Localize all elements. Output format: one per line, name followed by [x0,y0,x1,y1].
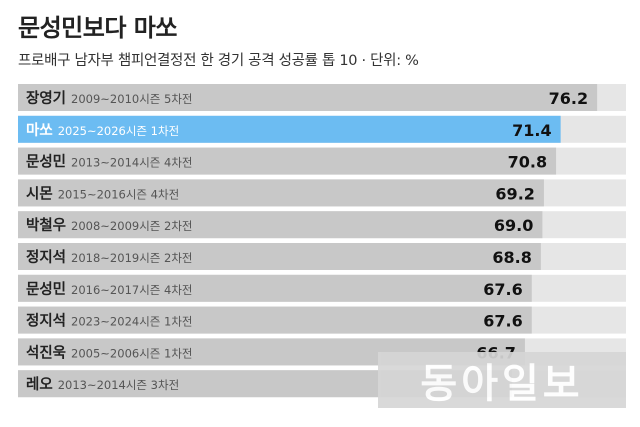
player-name: 시몬 [26,185,53,202]
player-name: 정지석 [26,312,66,330]
category-label: 정지석 2018~2019시즌 2차전 [26,248,193,266]
value-label: 69.0 [494,216,533,235]
value-label: 70.8 [508,153,547,172]
value-label: 67.6 [483,312,522,331]
bar [18,243,541,270]
season-game-label: 2023~2024시즌 1차전 [71,315,192,329]
bar [18,115,561,143]
season-game-label: 2013~2014시즌 4차전 [71,156,192,170]
bar [18,211,543,239]
value-label: 71.4 [512,121,551,140]
bar [18,306,532,334]
chart-title: 문성민보다 마쏘 [18,14,177,42]
category-label: 시몬 2015~2016시즌 4차전 [26,185,179,202]
category-label: 문성민 2016~2017시즌 4차전 [26,280,193,298]
dongailbo-watermark: 동아일보 [378,352,626,408]
bar [18,147,557,175]
category-label: 문성민 2013~2014시즌 4차전 [26,153,193,171]
season-game-label: 2009~2010시즌 5차전 [71,92,192,106]
category-label: 마쏘 2025~2026시즌 1차전 [26,122,179,139]
player-name: 문성민 [26,153,66,171]
bar [18,84,598,111]
category-label: 레오 2013~2014시즌 3차전 [26,376,179,393]
category-label: 박철우 2008~2009시즌 2차전 [26,217,193,234]
season-game-label: 2016~2017시즌 4차전 [71,283,192,297]
season-game-label: 2025~2026시즌 1차전 [58,124,179,138]
watermark-text: 동아일보 [420,361,584,407]
player-name: 장영기 [26,89,66,107]
chart-subtitle: 프로배구 남자부 챔피언결정전 한 경기 공격 성공률 톱 10 · 단위: % [18,53,419,69]
category-label: 석진욱 2005~2006시즌 1차전 [26,343,193,361]
category-label: 정지석 2023~2024시즌 1차전 [26,312,193,330]
category-label: 장영기 2009~2010시즌 5차전 [26,89,193,107]
season-game-label: 2005~2006시즌 1차전 [71,346,192,360]
value-label: 76.2 [549,89,588,108]
player-name: 박철우 [26,217,66,234]
bar [18,274,532,302]
value-label: 68.8 [492,248,531,267]
season-game-label: 2015~2016시즌 4차전 [58,187,179,201]
bar [18,179,544,207]
value-label: 69.2 [495,184,534,203]
season-game-label: 2008~2009시즌 2차전 [71,219,192,233]
season-game-label: 2013~2014시즌 3차전 [58,378,179,392]
player-name: 석진욱 [26,343,66,361]
player-name: 문성민 [26,280,66,298]
player-name: 마쏘 [26,122,53,139]
value-label: 67.6 [483,280,522,299]
player-name: 레오 [26,376,53,393]
season-game-label: 2018~2019시즌 2차전 [71,251,192,265]
player-name: 정지석 [26,248,66,266]
